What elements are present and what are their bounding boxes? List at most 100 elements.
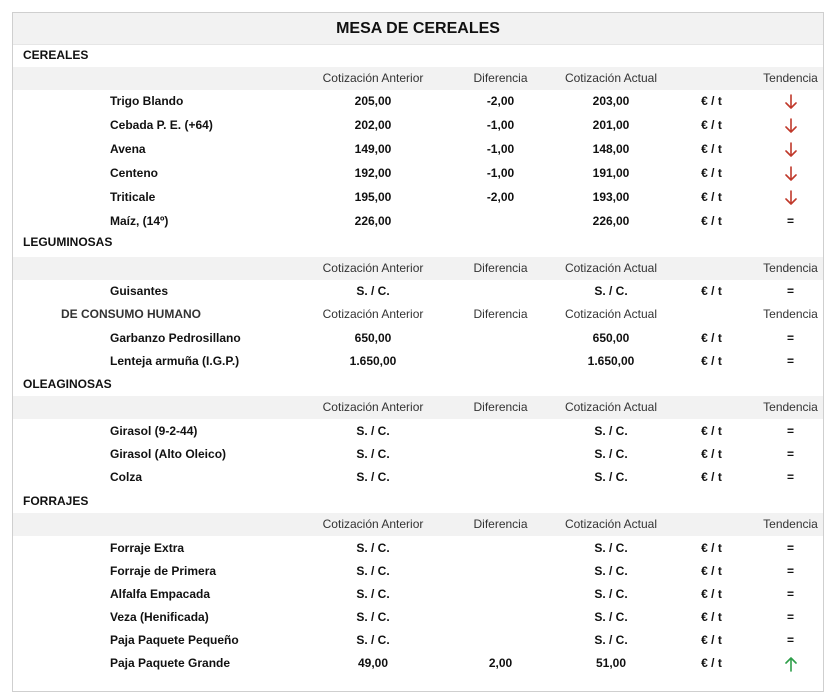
cell-unidad: € / t [701, 166, 722, 180]
column-header-row: Cotización Anterior Diferencia Cotización … [13, 257, 823, 280]
cell-diferencia: -1,00 [486, 166, 515, 180]
header-actual: Cotización Actual [564, 71, 658, 85]
cell-actual: S. / C. [594, 284, 628, 298]
table-row: Girasol (9-2-44) S. / C. S. / C. € / t = [13, 420, 823, 443]
header-actual: Cotización Actual [564, 517, 658, 531]
section-title-forrajes: FORRAJES [13, 490, 823, 513]
up-arrow-icon [743, 652, 834, 675]
cell-anterior: S. / C. [356, 470, 390, 484]
column-header-row: Cotización Anterior Diferencia Cotización … [13, 396, 823, 419]
header-diferencia: Diferencia [473, 261, 528, 275]
cell-diferencia: 2,00 [488, 656, 513, 670]
trend-equal: = [786, 354, 794, 368]
cell-name: Paja Paquete Pequeño [110, 633, 239, 647]
column-header-row: DE CONSUMO HUMANO Cotización Anterior Dife… [13, 303, 823, 326]
cell-unidad: € / t [701, 424, 722, 438]
section-title-leguminosas: LEGUMINOSAS [13, 231, 823, 254]
cell-name: Girasol (Alto Oleico) [110, 447, 227, 461]
cell-actual: 51,00 [595, 656, 627, 670]
table-row: Forraje de Primera S. / C. S. / C. € / t = [13, 560, 823, 583]
cell-unidad: € / t [701, 190, 722, 204]
cell-actual: S. / C. [594, 610, 628, 624]
section-title-cereales: CEREALES [13, 44, 823, 67]
cell-name: Girasol (9-2-44) [110, 424, 198, 438]
subsection-label: DE CONSUMO HUMANO [61, 307, 201, 321]
cell-actual: S. / C. [594, 470, 628, 484]
cell-unidad: € / t [701, 447, 722, 461]
cell-name: Alfalfa Empacada [110, 587, 211, 601]
header-anterior: Cotización Anterior [322, 261, 424, 275]
section-label: FORRAJES [23, 494, 89, 508]
cell-anterior: 1.650,00 [349, 354, 397, 368]
cell-name: Paja Paquete Grande [110, 656, 231, 670]
cell-unidad: € / t [701, 633, 722, 647]
cell-anterior: S. / C. [356, 564, 390, 578]
cell-unidad: € / t [701, 564, 722, 578]
down-arrow-icon [743, 138, 834, 161]
cell-anterior: S. / C. [356, 447, 390, 461]
section-title-oleaginosas: OLEAGINOSAS [13, 373, 823, 396]
table-row: Guisantes S. / C. S. / C. € / t = [13, 280, 823, 303]
cell-anterior: 226,00 [354, 214, 392, 228]
cell-diferencia: -1,00 [486, 142, 515, 156]
header-tendencia: Tendencia [763, 517, 818, 531]
trend-equal: = [786, 447, 794, 461]
trend-equal: = [786, 470, 794, 484]
down-arrow-icon [743, 186, 834, 209]
header-actual: Cotización Actual [564, 261, 658, 275]
header-anterior: Cotización Anterior [322, 71, 424, 85]
cell-anterior: 149,00 [354, 142, 392, 156]
table-row: Paja Paquete Pequeño S. / C. S. / C. € / t = [13, 629, 823, 652]
cell-actual: 201,00 [592, 118, 630, 132]
cell-actual: S. / C. [594, 541, 628, 555]
cell-unidad: € / t [701, 354, 722, 368]
cell-anterior: S. / C. [356, 587, 390, 601]
cell-name: Lenteja armuña (I.G.P.) [110, 354, 240, 368]
cell-name: Colza [110, 470, 143, 484]
cell-actual: 226,00 [592, 214, 630, 228]
cell-unidad: € / t [701, 118, 722, 132]
section-label: OLEAGINOSAS [23, 377, 112, 391]
header-tendencia: Tendencia [763, 261, 818, 275]
cell-unidad: € / t [701, 331, 722, 345]
cell-anterior: 205,00 [354, 94, 392, 108]
cell-name: Veza (Henificada) [110, 610, 209, 624]
header-tendencia: Tendencia [763, 307, 818, 321]
column-header-row: Cotización Anterior Diferencia Cotización … [13, 67, 823, 90]
section-label: CEREALES [23, 48, 89, 62]
table-row: Avena 149,00 -1,00 148,00 € / t [13, 138, 823, 161]
trend-equal: = [786, 610, 794, 624]
cell-actual: S. / C. [594, 587, 628, 601]
cell-name: Maíz, (14º) [110, 214, 169, 228]
cell-anterior: S. / C. [356, 610, 390, 624]
header-actual: Cotización Actual [564, 307, 658, 321]
cell-actual: S. / C. [594, 424, 628, 438]
down-arrow-icon [743, 114, 834, 137]
trend-equal: = [786, 424, 794, 438]
table-row: Maíz, (14º) 226,00 226,00 € / t = [13, 210, 823, 233]
trend-equal: = [786, 633, 794, 647]
table-row: Garbanzo Pedrosillano 650,00 650,00 € / t = [13, 327, 823, 350]
table-row: Trigo Blando 205,00 -2,00 203,00 € / t [13, 90, 823, 113]
page-title: MESA DE CEREALES [13, 13, 823, 45]
header-anterior: Cotización Anterior [322, 400, 424, 414]
table-row: Centeno 192,00 -1,00 191,00 € / t [13, 162, 823, 185]
cell-actual: S. / C. [594, 633, 628, 647]
header-diferencia: Diferencia [473, 307, 528, 321]
trend-equal: = [786, 284, 794, 298]
table-row: Forraje Extra S. / C. S. / C. € / t = [13, 537, 823, 560]
cell-anterior: 49,00 [357, 656, 389, 670]
cell-unidad: € / t [701, 142, 722, 156]
cell-name: Forraje Extra [110, 541, 185, 555]
cell-unidad: € / t [701, 587, 722, 601]
trend-equal: = [786, 587, 794, 601]
section-label: LEGUMINOSAS [23, 235, 113, 249]
cell-actual: 148,00 [592, 142, 630, 156]
cell-unidad: € / t [701, 284, 722, 298]
cell-anterior: S. / C. [356, 424, 390, 438]
cell-diferencia: -2,00 [486, 190, 515, 204]
cell-actual: 193,00 [592, 190, 630, 204]
cell-name: Centeno [110, 166, 158, 180]
cell-anterior: S. / C. [356, 541, 390, 555]
table-row: Triticale 195,00 -2,00 193,00 € / t [13, 186, 823, 209]
